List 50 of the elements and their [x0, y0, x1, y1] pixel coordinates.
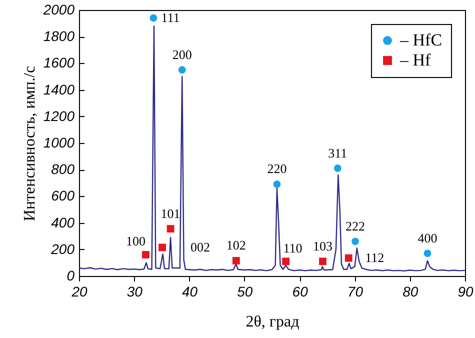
y-tick-label: 2000: [42, 2, 75, 18]
annotation: 103: [312, 238, 332, 254]
y-tick-label: 0: [66, 268, 75, 284]
annotation: 112: [365, 250, 384, 266]
point: [232, 256, 240, 264]
point: [158, 244, 166, 252]
y-axis-title: Интенсивность, имп./с: [21, 66, 38, 222]
annotation: 101: [160, 206, 180, 221]
legend-label: – Hf: [399, 50, 432, 70]
x-tick-label: 20: [70, 284, 88, 300]
y-tick-label: 1800: [43, 28, 75, 44]
annotation: 002: [190, 239, 210, 254]
y-tick-label: 1200: [43, 108, 75, 124]
y-tick-label: 1400: [43, 81, 75, 98]
x-tick-label: 60: [292, 284, 308, 300]
x-tick-label: 50: [237, 284, 253, 300]
x-tick-label: 80: [402, 284, 418, 300]
point: [178, 66, 186, 74]
point: [150, 14, 158, 22]
y-tick-label: 600: [51, 188, 75, 204]
y-tick-label: 400: [51, 214, 75, 230]
x-tick-label: 40: [182, 284, 198, 300]
annotation: 100: [126, 234, 146, 249]
legend-label: – HfC: [399, 30, 442, 50]
point: [352, 238, 359, 246]
x-tick-label: 30: [126, 284, 143, 300]
line-series: [78, 25, 466, 272]
annotation: 222: [346, 218, 366, 234]
point: [282, 258, 290, 266]
y-tick-label: 200: [50, 240, 75, 257]
y-tick-label: 1000: [43, 134, 75, 150]
annotation: 111: [161, 10, 180, 25]
annotation: 200: [172, 46, 192, 62]
point: [273, 180, 281, 188]
y-tick-label: 800: [51, 161, 75, 178]
y-tick-label: 1600: [43, 54, 75, 71]
annotation: 102: [226, 238, 246, 253]
point: [334, 164, 342, 172]
x-tick-label: 70: [347, 284, 364, 300]
annotation: 311: [328, 145, 348, 160]
x-tick-label: 90: [458, 284, 474, 300]
x-axis-title: 2θ, град: [246, 314, 300, 330]
point: [424, 250, 432, 258]
point: [166, 225, 174, 232]
point: [344, 254, 352, 262]
point: [319, 258, 326, 266]
annotation: 110: [283, 240, 302, 256]
annotation: 220: [267, 161, 287, 176]
annotation: 400: [418, 230, 438, 246]
point: [142, 251, 150, 258]
